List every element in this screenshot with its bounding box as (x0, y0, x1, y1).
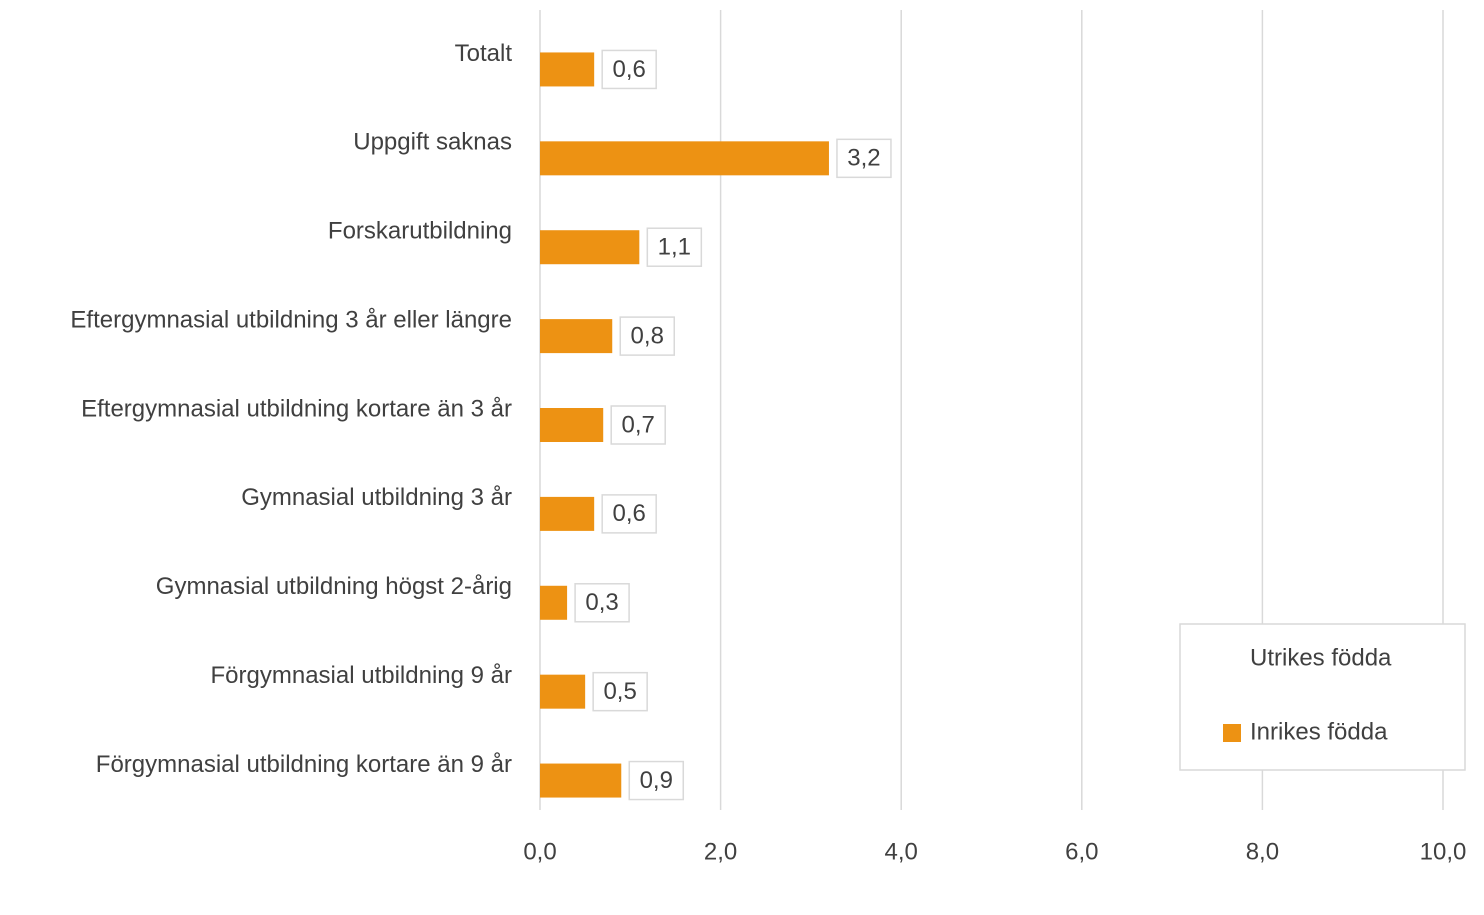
bar (540, 585, 568, 620)
legend-label: Utrikes födda (1250, 644, 1392, 671)
x-tick-label: 0,0 (523, 838, 556, 865)
x-tick-label: 2,0 (704, 838, 737, 865)
data-label: 0,7 (622, 411, 655, 438)
data-label-box (619, 316, 675, 356)
data-label: 0,3 (585, 589, 618, 616)
y-tick-label: Gymnasial utbildning 3 år (241, 484, 512, 511)
bar (540, 52, 595, 87)
data-label-box (601, 494, 657, 534)
bar (540, 763, 622, 798)
y-tick-label: Eftergymnasial utbildning 3 år eller län… (70, 306, 512, 333)
bar (540, 141, 829, 176)
bar (540, 674, 586, 709)
data-label: 0,6 (612, 56, 645, 83)
bar (540, 319, 613, 354)
legend-swatch (1223, 724, 1241, 742)
y-tick-label: Totalt (455, 40, 513, 67)
data-label: 0,6 (612, 500, 645, 527)
data-label: 0,8 (631, 322, 664, 349)
y-tick-label: Uppgift saknas (353, 129, 512, 156)
data-label: 3,2 (847, 145, 880, 172)
x-tick-label: 6,0 (1065, 838, 1098, 865)
y-tick-label: Eftergymnasial utbildning kortare än 3 å… (81, 395, 512, 422)
legend-label: Inrikes födda (1250, 718, 1388, 745)
x-tick-label: 10,0 (1420, 838, 1467, 865)
x-tick-label: 4,0 (885, 838, 918, 865)
bar (540, 230, 640, 265)
data-label-box (574, 583, 630, 623)
data-label: 0,9 (640, 767, 673, 794)
y-tick-label: Gymnasial utbildning högst 2-årig (156, 573, 512, 600)
data-label: 1,1 (658, 234, 691, 261)
data-label: 0,5 (603, 678, 636, 705)
data-label-box (610, 405, 666, 445)
legend-box (1179, 623, 1466, 771)
bar (540, 496, 595, 531)
data-label-box (592, 671, 648, 712)
y-tick-label: Förgymnasial utbildning 9 år (211, 662, 513, 689)
y-tick-label: Forskarutbildning (328, 218, 512, 245)
bar (540, 408, 604, 442)
x-tick-label: 8,0 (1246, 838, 1279, 865)
data-label-box (836, 138, 892, 179)
data-label-box (628, 760, 685, 801)
y-tick-label: Förgymnasial utbildning kortare än 9 år (96, 751, 512, 778)
data-label-box (646, 227, 703, 267)
data-label-box (601, 49, 657, 90)
